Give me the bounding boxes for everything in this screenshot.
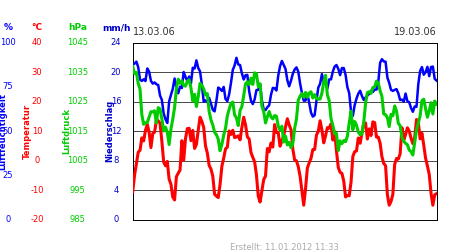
Text: 8: 8 [113, 156, 119, 165]
Text: hPa: hPa [68, 24, 87, 32]
Text: 985: 985 [69, 216, 86, 224]
Text: 1035: 1035 [67, 68, 88, 76]
Text: 1005: 1005 [67, 156, 88, 165]
Text: Luftdruck: Luftdruck [62, 108, 71, 154]
Text: Erstellt: 11.01.2012 11:33: Erstellt: 11.01.2012 11:33 [230, 242, 339, 250]
Text: Luftfeuchtigkeit: Luftfeuchtigkeit [0, 93, 7, 170]
Text: -20: -20 [30, 216, 44, 224]
Text: 10: 10 [32, 127, 42, 136]
Text: 0: 0 [34, 156, 40, 165]
Text: -10: -10 [30, 186, 44, 195]
Text: Niederschlag: Niederschlag [105, 100, 114, 162]
Text: 30: 30 [32, 68, 42, 76]
Text: 12: 12 [111, 127, 122, 136]
Text: %: % [4, 24, 13, 32]
Text: 995: 995 [69, 186, 85, 195]
Text: 1025: 1025 [67, 97, 88, 106]
Text: 100: 100 [0, 38, 16, 47]
Text: 1015: 1015 [67, 127, 88, 136]
Text: 40: 40 [32, 38, 42, 47]
Text: 20: 20 [111, 68, 122, 76]
Text: 16: 16 [111, 97, 122, 106]
Text: 0: 0 [113, 216, 119, 224]
Text: mm/h: mm/h [102, 24, 130, 32]
Text: °C: °C [32, 24, 42, 32]
Text: 0: 0 [5, 216, 11, 224]
Text: 4: 4 [113, 186, 119, 195]
Text: 19.03.06: 19.03.06 [394, 27, 436, 37]
Text: 25: 25 [3, 171, 14, 180]
Text: 24: 24 [111, 38, 122, 47]
Text: Temperatur: Temperatur [22, 104, 32, 159]
Text: 13.03.06: 13.03.06 [133, 27, 176, 37]
Text: 50: 50 [3, 127, 14, 136]
Text: 1045: 1045 [67, 38, 88, 47]
Text: 20: 20 [32, 97, 42, 106]
Text: 75: 75 [3, 82, 14, 91]
